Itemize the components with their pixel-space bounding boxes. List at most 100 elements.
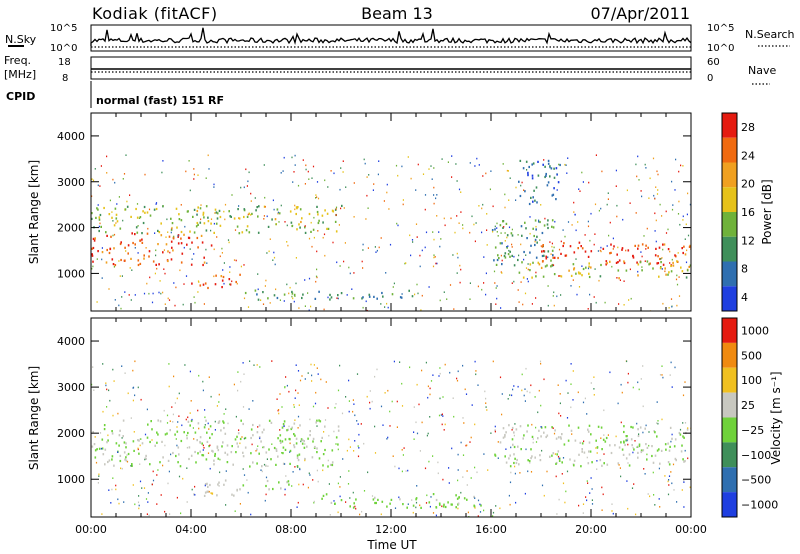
heatmap-cell <box>262 291 264 294</box>
heatmap-cell <box>550 253 552 255</box>
heatmap-cell <box>256 293 258 296</box>
heatmap-cell <box>654 454 657 457</box>
heatmap-cell <box>273 208 275 211</box>
heatmap-cell <box>443 503 445 506</box>
heatmap-cell <box>615 261 618 264</box>
heatmap-cell <box>619 279 621 281</box>
heatmap-cell <box>540 362 542 365</box>
heatmap-cell <box>311 245 313 248</box>
heatmap-cell <box>457 453 459 456</box>
heatmap-cell <box>297 427 299 429</box>
heatmap-cell <box>315 197 317 199</box>
heatmap-cell <box>640 251 642 253</box>
cpid-value: normal (fast) 151 RF <box>96 94 224 107</box>
heatmap-cell <box>219 215 222 219</box>
heatmap-cell <box>655 219 657 222</box>
heatmap-cell <box>206 482 208 485</box>
heatmap-cell <box>635 212 637 214</box>
heatmap-cell <box>581 442 584 445</box>
heatmap-cell <box>492 205 494 208</box>
heatmap-cell <box>663 243 666 246</box>
heatmap-cell <box>610 251 612 254</box>
heatmap-cell <box>586 499 588 502</box>
heatmap-cell <box>456 497 459 500</box>
heatmap-cell <box>407 503 409 505</box>
heatmap-cell <box>249 465 251 468</box>
heatmap-cell <box>291 426 293 429</box>
heatmap-cell <box>432 455 434 457</box>
heatmap-cell <box>210 229 212 232</box>
heatmap-cell <box>416 383 418 386</box>
heatmap-cell <box>324 425 326 428</box>
heatmap-cell <box>492 515 494 517</box>
heatmap-cell <box>196 213 198 216</box>
heatmap-cell <box>462 417 464 419</box>
heatmap-cell <box>191 258 193 260</box>
heatmap-cell <box>225 504 227 506</box>
heatmap-cell <box>494 246 497 249</box>
heatmap-cell <box>135 207 137 211</box>
heatmap-cell <box>190 419 193 423</box>
heatmap-cell <box>353 182 355 184</box>
heatmap-cell <box>424 194 427 196</box>
heatmap-cell <box>316 268 318 271</box>
heatmap-cell <box>612 248 614 250</box>
heatmap-cell <box>115 442 118 445</box>
heatmap-cell <box>316 276 318 279</box>
heatmap-cell <box>247 491 249 494</box>
heatmap-cell <box>199 221 202 224</box>
heatmap-cell <box>157 469 159 471</box>
heatmap-cell <box>532 227 534 230</box>
heatmap-cell <box>191 241 193 244</box>
heatmap-cell <box>297 206 299 209</box>
heatmap-cell <box>243 215 245 219</box>
heatmap-cell <box>168 470 170 473</box>
heatmap-cell <box>545 255 547 258</box>
heatmap-cell <box>505 222 508 225</box>
heatmap-cell <box>526 169 528 171</box>
heatmap-cell <box>536 235 538 238</box>
heatmap-cell <box>521 234 523 237</box>
heatmap-cell <box>136 203 139 205</box>
heatmap-cell <box>554 453 556 455</box>
heatmap-cell <box>452 254 454 256</box>
heatmap-cell <box>316 250 318 253</box>
heatmap-cell <box>356 373 359 375</box>
heatmap-cell <box>130 257 132 260</box>
heatmap-cell <box>409 366 411 369</box>
heatmap-cell <box>505 461 508 464</box>
heatmap-cell <box>288 425 290 428</box>
heatmap-cell <box>286 283 288 286</box>
heatmap-cell <box>178 415 180 417</box>
heatmap-cell <box>560 252 562 255</box>
heatmap-cell <box>501 413 503 416</box>
heatmap-cell <box>333 430 335 433</box>
heatmap-cell <box>115 222 117 224</box>
heatmap-cell <box>216 236 218 238</box>
heatmap-cell <box>194 301 196 304</box>
heatmap-cell <box>401 470 403 473</box>
heatmap-cell <box>205 177 207 179</box>
heatmap-cell <box>687 457 689 460</box>
heatmap-cell <box>656 193 659 195</box>
heatmap-cell <box>334 502 336 505</box>
heatmap-cell <box>392 286 394 288</box>
heatmap-cell <box>196 221 199 225</box>
heatmap-cell <box>176 430 179 433</box>
heatmap-cell <box>110 235 112 238</box>
heatmap-cell <box>605 263 607 266</box>
heatmap-cell <box>187 420 190 423</box>
heatmap-cell <box>287 244 289 247</box>
heatmap-cell <box>512 443 514 446</box>
heatmap-cell <box>511 228 513 231</box>
heatmap-cell <box>591 461 593 464</box>
heatmap-cell <box>137 252 139 254</box>
heatmap-cell <box>420 506 422 509</box>
heatmap-cell <box>469 282 471 284</box>
heatmap-cell <box>265 476 268 479</box>
heatmap-cell <box>261 431 264 434</box>
heatmap-cell <box>376 368 378 371</box>
heatmap-cell <box>675 459 677 462</box>
heatmap-cell <box>108 389 110 392</box>
heatmap-cell <box>683 245 685 248</box>
